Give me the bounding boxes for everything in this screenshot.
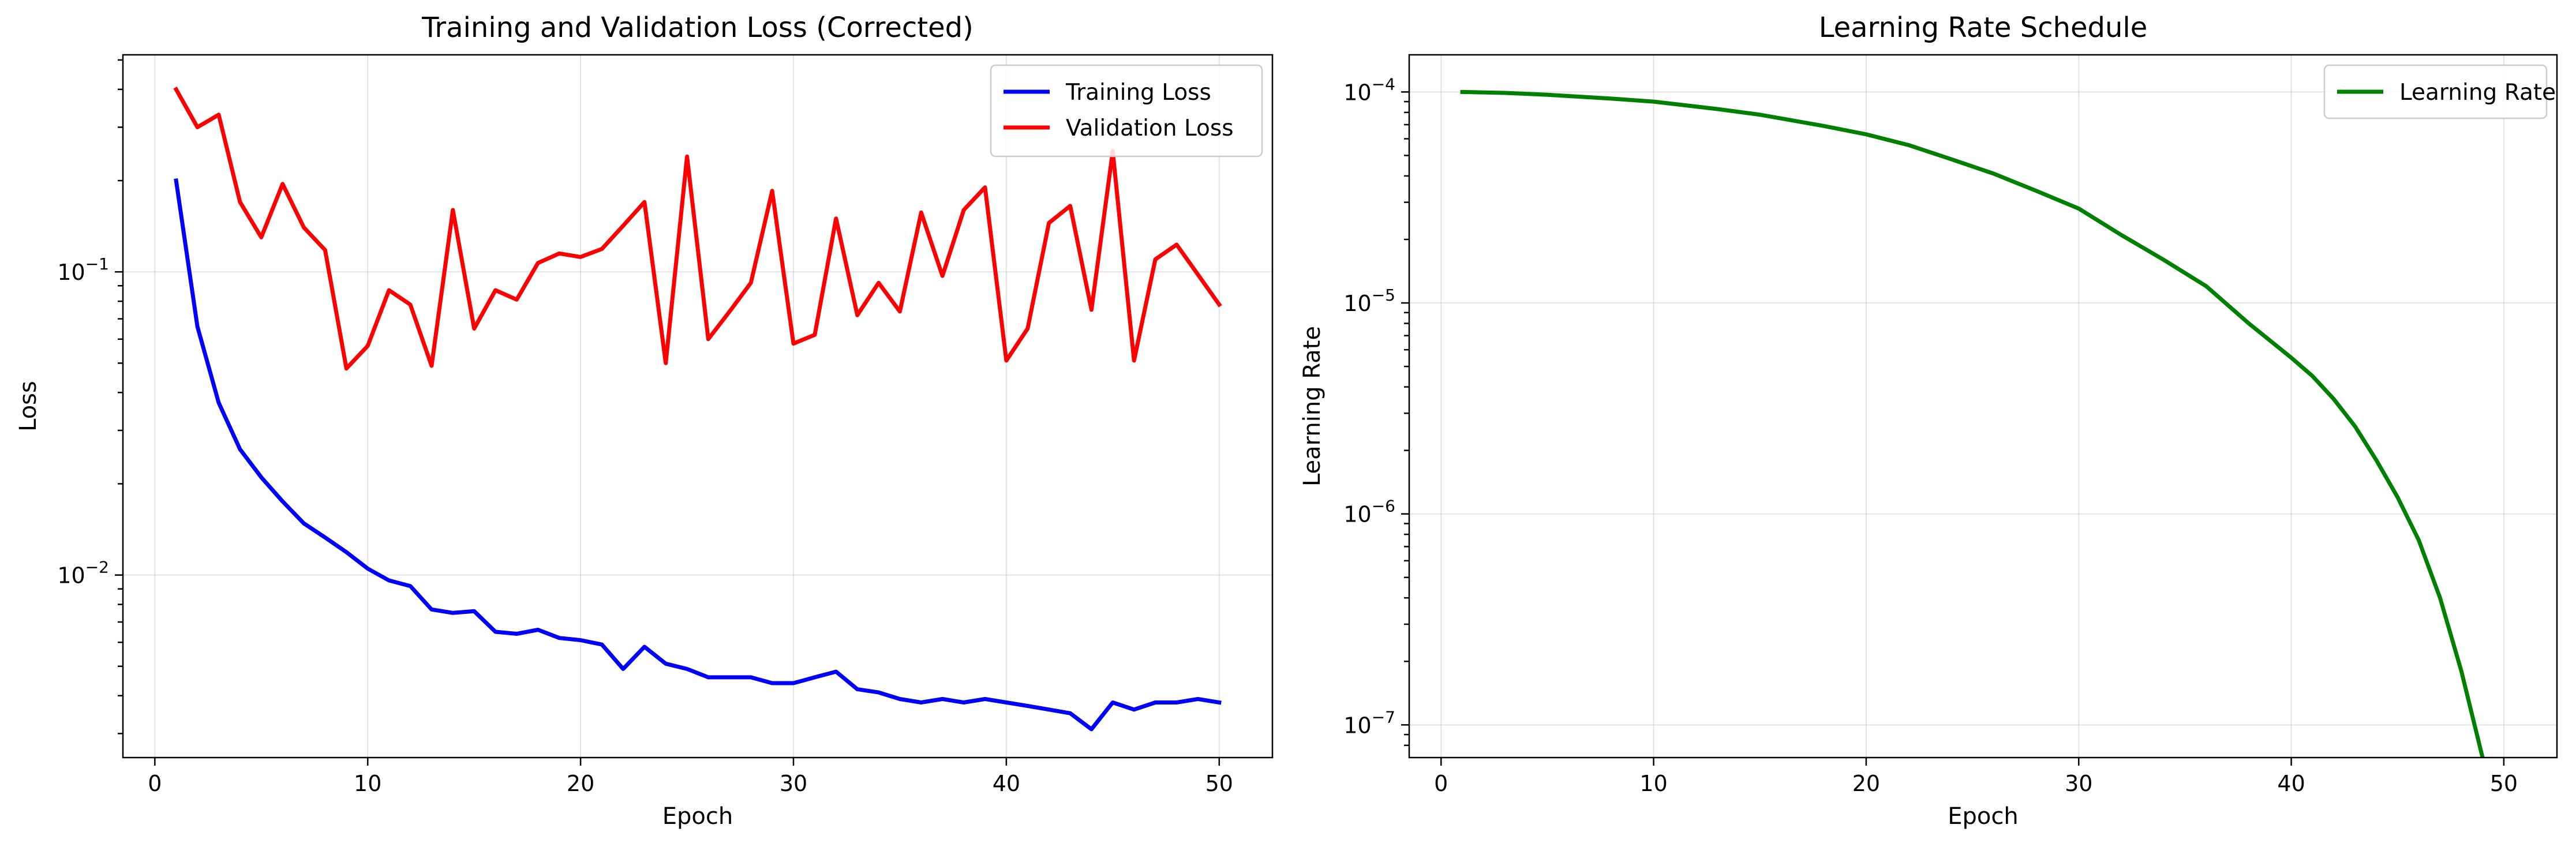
- legend-box: [2323, 64, 2548, 119]
- x-tick-label: 30: [780, 771, 807, 796]
- y-tick-label: 10−2: [57, 558, 109, 589]
- y-tick-label: 10−4: [1343, 74, 1395, 105]
- plot-frame: [122, 54, 1274, 759]
- x-axis-label: Epoch: [662, 803, 733, 830]
- x-tick-label: 0: [148, 771, 162, 796]
- x-axis-label: Epoch: [1948, 803, 2018, 830]
- legend: Learning Rate: [2323, 64, 2556, 119]
- chart-panel-1: 0 10 20 30 40 50 10−2 10−1 Training and Validati…: [15, 12, 1274, 830]
- plot-frame: [1408, 54, 2558, 759]
- x-tick-label: 50: [1205, 771, 1233, 796]
- legend-box: [990, 64, 1263, 158]
- x-tick-label: 20: [567, 771, 594, 796]
- y-tick-label: 10−6: [1343, 497, 1395, 527]
- chart-title: Training and Validation Loss (Corrected): [421, 12, 974, 44]
- y-tick-label: 10−5: [1343, 286, 1395, 316]
- y-tick-label: 10−1: [57, 254, 109, 285]
- legend: Training Loss Validation Loss: [990, 64, 1263, 158]
- y-axis-label: Loss: [15, 381, 42, 432]
- series-line-1: [1460, 89, 2485, 758]
- x-tick-label: 10: [1639, 771, 1667, 796]
- x-tick-label: 0: [1434, 771, 1448, 796]
- y-axis-label: Learning Rate: [1299, 326, 1326, 486]
- chart-title: Learning Rate Schedule: [1819, 12, 2148, 44]
- series-line-2: [173, 87, 1222, 371]
- x-tick-label: 40: [2277, 771, 2305, 796]
- x-tick-label: 10: [354, 771, 381, 796]
- y-tick-label: 10−7: [1343, 707, 1395, 738]
- chart-panel-2: 0 10 20 30 40 50 10−7 10−6 10−5 10−4 Learning Rate…: [1299, 12, 2558, 830]
- series-line-1: [174, 178, 1222, 732]
- x-tick-label: 50: [2490, 771, 2518, 796]
- x-tick-label: 40: [993, 771, 1020, 796]
- legend-label: Training Loss: [1065, 80, 1211, 106]
- legend-label: Learning Rate: [2399, 80, 2556, 106]
- x-tick-label: 20: [1852, 771, 1880, 796]
- x-tick-label: 30: [2065, 771, 2092, 796]
- legend-label: Validation Loss: [1066, 115, 1234, 141]
